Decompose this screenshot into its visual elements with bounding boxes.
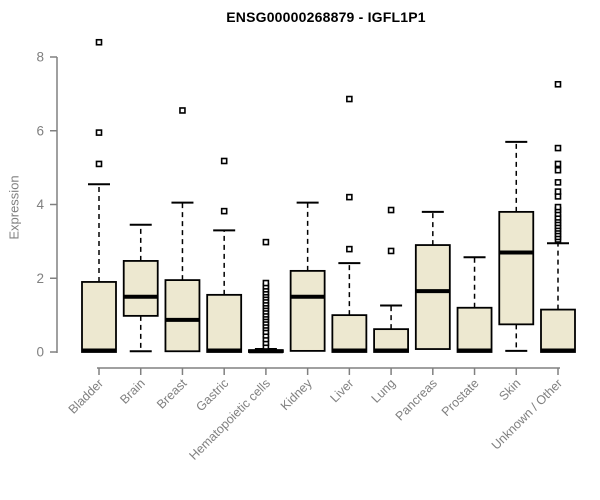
outlier-point (95, 129, 103, 136)
iqr-box (164, 279, 201, 353)
outlier-point (346, 193, 353, 201)
outlier-point (95, 38, 103, 46)
box-group-hematopoietic-cells (248, 238, 284, 354)
box-group-kidney (289, 201, 326, 352)
outlier-point (262, 238, 270, 246)
iqr-box (122, 260, 159, 317)
outlier-point (262, 279, 270, 287)
outlier-point (554, 203, 562, 211)
outlier-point (554, 188, 562, 195)
x-tick-label-liver: Liver (327, 376, 356, 405)
x-tick-label-kidney: Kidney (278, 376, 315, 413)
box-group-brain (122, 223, 159, 353)
outlier-point (554, 160, 562, 168)
box-group-prostate (456, 256, 493, 353)
x-tick-label-prostate: Prostate (439, 376, 482, 419)
outlier-point (95, 160, 103, 168)
box-group-skin (498, 140, 535, 352)
y-axis: 0 2 4 6 8 (36, 50, 58, 360)
iqr-box (206, 293, 243, 353)
x-tick-label-lung: Lung (369, 376, 399, 406)
outlier-point (387, 206, 395, 214)
iqr-box (414, 244, 451, 350)
x-tick-label-hematopoietic-cells: Hematopoietic cells (186, 376, 273, 463)
box-group-breast (164, 107, 201, 353)
outlier-point (554, 179, 562, 186)
x-tick-label-gastric: Gastric (193, 376, 231, 414)
box-group-lung (373, 206, 409, 353)
x-tick-label-bladder: Bladder (66, 376, 106, 416)
x-tick-label-skin: Skin (496, 376, 523, 403)
y-tick-label: 0 (36, 345, 44, 360)
box-group-gastric (206, 157, 243, 353)
chart-title: ENSG00000268879 - IGFL1P1 (226, 9, 426, 25)
y-tick-label: 2 (36, 271, 44, 286)
outlier-point (554, 166, 562, 174)
outlier-point (346, 95, 353, 103)
x-tick-label-unknown-other: Unknown / Other (489, 376, 565, 452)
iqr-box (81, 281, 117, 353)
x-tick-label-brain: Brain (117, 376, 148, 407)
box-group-pancreas (414, 210, 451, 350)
x-tick-label-pancreas: Pancreas (393, 376, 440, 423)
outlier-point (387, 247, 395, 255)
y-tick-label: 6 (36, 123, 44, 138)
outlier-point (554, 80, 562, 88)
outlier-point (346, 245, 353, 253)
outlier-point (220, 157, 228, 165)
box-group-bladder (81, 38, 117, 353)
y-tick-label: 4 (36, 197, 44, 212)
iqr-box (540, 308, 576, 353)
outlier-point (220, 207, 228, 215)
x-tick-label-breast: Breast (154, 376, 190, 412)
iqr-box (498, 210, 535, 326)
iqr-box (289, 269, 326, 352)
box-group-unknown-other (540, 80, 576, 353)
outlier-point (179, 107, 186, 114)
iqr-box (456, 306, 493, 353)
iqr-box (331, 314, 368, 353)
outlier-point (554, 144, 562, 152)
box-group-liver (331, 95, 368, 353)
y-tick-label: 8 (36, 50, 44, 65)
